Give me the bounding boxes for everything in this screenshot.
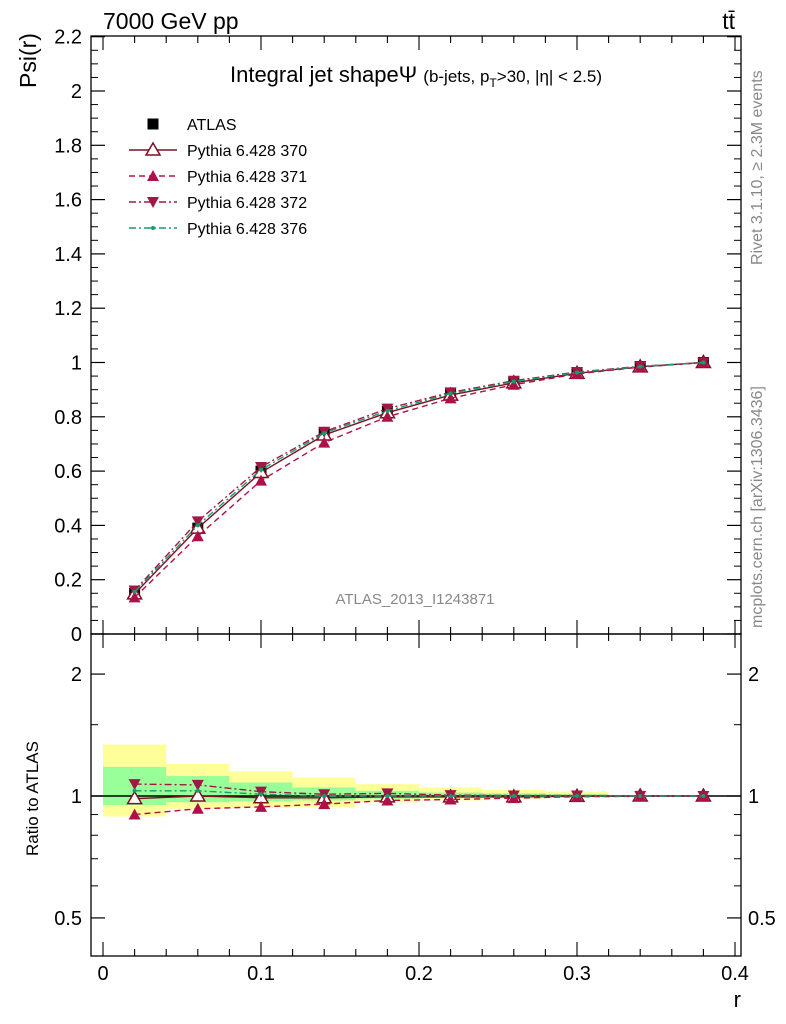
upper-data-point <box>259 467 263 472</box>
lower-data-point <box>126 790 143 805</box>
upper-data-point <box>511 379 516 384</box>
lower-data-point <box>191 802 204 814</box>
upper-series-line <box>134 361 704 598</box>
plot-title: Integral jet shapeΨ (b-jets, pT>30, |η| … <box>230 62 602 90</box>
upper-data-point <box>322 431 327 436</box>
lower-data-point <box>259 792 263 797</box>
lower-ticks: 0.5 0.5 1 1 2 2 0 0.1 0.2 0.3 0.4 <box>54 634 776 985</box>
energy-label: 7000 GeV pp <box>103 8 239 34</box>
upper-data-point <box>128 591 141 603</box>
upper-data-point <box>132 589 137 594</box>
lower-data-point <box>255 800 267 812</box>
lower-data-point <box>191 779 204 791</box>
lower-data-point <box>128 808 141 820</box>
legend-label: Pythia 6.428 372 <box>187 195 307 212</box>
upper-y-tick-label: 1 <box>71 353 82 375</box>
lower-data-point <box>448 794 453 798</box>
legend-marker <box>151 226 155 230</box>
uncertainty-bands <box>103 744 609 817</box>
upper-data-point <box>701 360 706 365</box>
lower-y-tick-label: 2 <box>71 664 82 686</box>
lower-y-tick-label: 0.5 <box>54 908 82 930</box>
upper-series-line <box>134 361 704 592</box>
upper-y-tick-label: 1.6 <box>54 190 82 212</box>
upper-y-tick-label: 0.8 <box>54 407 82 429</box>
legend-label: Pythia 6.428 371 <box>187 169 307 186</box>
rivet-label: Rivet 3.1.10, ≥ 2.3M events <box>749 70 766 265</box>
process-label: tt̄ <box>722 8 735 34</box>
lower-data-point <box>318 798 331 810</box>
legend-label: Pythia 6.428 370 <box>187 143 307 160</box>
upper-data-point <box>575 370 579 375</box>
lower-y-tick-label-right: 1 <box>748 786 759 808</box>
upper-data-point <box>381 410 394 422</box>
lower-data-point <box>385 794 390 798</box>
upper-data-point <box>191 530 204 542</box>
upper-series <box>126 354 712 603</box>
upper-y-tick-label: 2.2 <box>54 27 82 49</box>
upper-ticks: 0 0.2 0.4 0.6 0.8 1 1.2 1.4 1.6 1.8 2 2.2 <box>54 27 741 646</box>
lower-data-point <box>132 788 137 793</box>
upper-y-tick-label: 1.2 <box>54 298 82 320</box>
plot-title-main: Integral jet shapeΨ <box>230 62 417 87</box>
lower-data-point <box>189 787 207 802</box>
upper-data-point <box>638 364 643 369</box>
lower-data-point <box>701 794 706 798</box>
upper-data-point <box>195 523 200 528</box>
upper-series-line <box>134 361 704 593</box>
plot-title-sub-t: T <box>489 76 497 90</box>
upper-y-tick-label: 0 <box>71 624 82 646</box>
lower-series-line <box>134 783 704 797</box>
upper-y-tick-label: 0.2 <box>54 570 82 592</box>
plot-title-sub-rest: >30, |η| < 2.5) <box>497 67 602 86</box>
upper-y-tick-label: 1.4 <box>54 244 82 266</box>
lower-data-point <box>195 788 200 793</box>
lower-y-tick-label-right: 2 <box>748 664 759 686</box>
upper-data-point <box>318 436 331 448</box>
legend-label: Pythia 6.428 376 <box>187 221 307 238</box>
x-tick-label: 0.4 <box>721 963 749 985</box>
upper-data-point <box>255 474 267 486</box>
lower-plot-frame <box>90 633 742 957</box>
mcplots-label: mcplots.cern.ch [arXiv:1306.3436] <box>749 386 766 628</box>
upper-data-point <box>448 391 453 396</box>
upper-data-point <box>255 462 267 474</box>
lower-data-point <box>381 794 394 806</box>
legend-label: ATLAS <box>187 117 237 134</box>
upper-series-line <box>134 361 704 595</box>
upper-y-tick-label: 0.4 <box>54 515 82 537</box>
lower-data-point <box>511 794 516 798</box>
upper-data-point <box>191 516 204 528</box>
analysis-label: ATLAS_2013_I1243871 <box>335 591 494 608</box>
lower-series <box>126 779 712 820</box>
lower-y-tick-label-right: 0.5 <box>748 908 776 930</box>
lower-series-line <box>134 795 704 816</box>
x-tick-label: 0.3 <box>563 963 591 985</box>
upper-y-axis-label: Psi(r) <box>15 33 41 88</box>
x-tick-label: 0.1 <box>247 963 275 985</box>
x-tick-label: 0.2 <box>405 963 433 985</box>
lower-data-point <box>575 794 579 798</box>
lower-data-point <box>638 794 643 798</box>
plot-title-sub: (b-jets, p <box>423 67 489 86</box>
lower-data-point <box>381 788 394 800</box>
lower-y-axis-label: Ratio to ATLAS <box>23 741 42 856</box>
x-tick-label: 0 <box>97 963 108 985</box>
upper-y-tick-label: 2 <box>71 81 82 103</box>
upper-y-tick-label: 1.8 <box>54 135 82 157</box>
legend-marker <box>144 141 162 156</box>
lower-series-line <box>134 790 704 797</box>
legend-marker <box>147 118 159 130</box>
x-axis-label: r <box>734 987 741 1012</box>
lower-data-point <box>255 786 267 798</box>
legend: ATLAS Pythia 6.428 370 Pythia 6.428 371 Pyt… <box>129 117 307 238</box>
upper-data-point <box>385 408 390 413</box>
lower-data-point <box>128 779 141 791</box>
lower-y-tick-label: 1 <box>71 786 82 808</box>
legend-marker <box>147 170 159 181</box>
lower-data-point <box>322 794 327 798</box>
legend-marker <box>147 197 159 208</box>
upper-y-tick-label: 0.6 <box>54 461 82 483</box>
